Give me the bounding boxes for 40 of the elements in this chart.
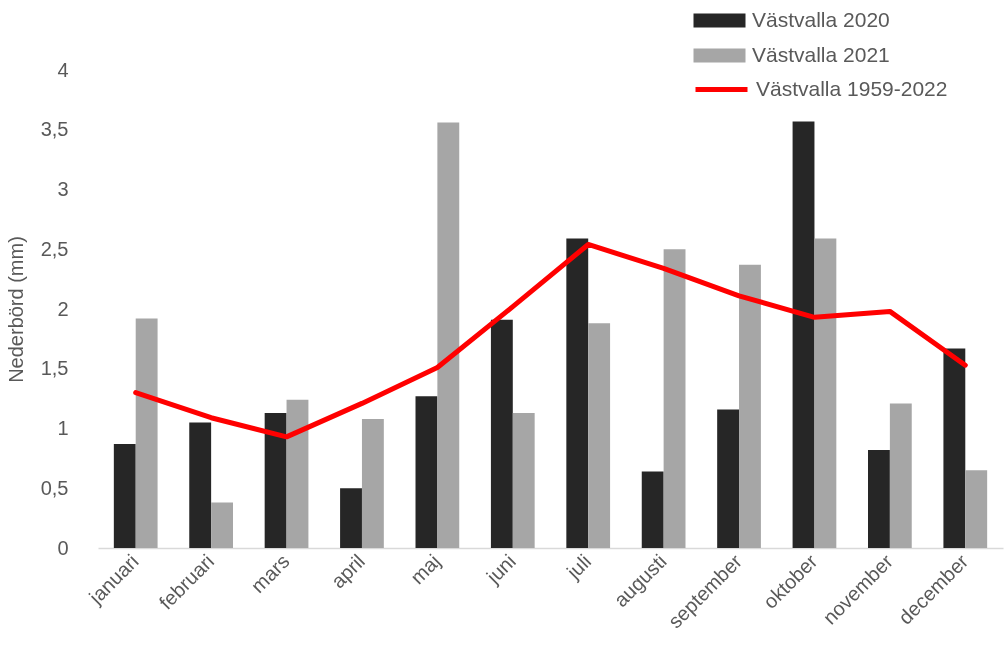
bar	[415, 396, 438, 548]
legend-label: Västvalla 1959-2022	[756, 76, 948, 100]
bar	[189, 422, 212, 548]
bar	[641, 471, 664, 548]
legend-label: Västvalla 2020	[752, 7, 890, 31]
x-tick-label: juli	[561, 550, 596, 584]
bar	[889, 403, 912, 548]
y-tick-label: 1	[57, 417, 69, 439]
y-tick-label: 3,5	[40, 118, 69, 141]
bar	[943, 348, 966, 548]
y-tick-label: 0	[57, 536, 69, 559]
bar	[361, 418, 384, 548]
bar	[437, 122, 460, 548]
bar	[739, 264, 761, 548]
bar	[965, 470, 988, 548]
bar	[792, 121, 815, 548]
y-tick-label: 0,5	[40, 476, 69, 499]
x-tick-label: juni	[481, 550, 520, 589]
bar	[868, 450, 890, 548]
bar	[588, 323, 611, 548]
y-tick-label: 3	[57, 178, 69, 200]
bar	[490, 319, 513, 548]
legend-label: Västvalla 2021	[752, 42, 890, 66]
bar	[663, 249, 686, 548]
y-tick-label: 4	[57, 58, 69, 81]
y-tick-label: 2	[57, 297, 69, 320]
bar	[566, 238, 589, 548]
bar	[113, 444, 136, 548]
bar	[512, 412, 535, 548]
bar	[340, 488, 362, 548]
y-axis-title: Nederbörd (mm)	[4, 236, 27, 383]
bar	[211, 502, 233, 548]
bar	[286, 399, 309, 548]
bar	[717, 409, 740, 548]
y-tick-label: 1,5	[40, 357, 69, 380]
bar	[264, 412, 287, 548]
x-tick-label: maj	[406, 550, 445, 589]
bar	[814, 238, 837, 548]
bar	[135, 318, 158, 548]
y-tick-label: 2,5	[40, 237, 69, 260]
